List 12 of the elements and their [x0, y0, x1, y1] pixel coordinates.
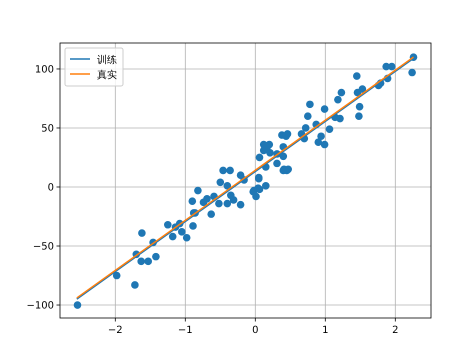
x-tick-label: −2	[108, 325, 123, 336]
x-tick-label: 1	[322, 325, 328, 336]
y-tick-label: −100	[26, 300, 54, 312]
y-tick-label: 50	[41, 123, 54, 134]
y-tick-label: −50	[32, 242, 54, 253]
x-tick-label: 0	[252, 325, 258, 336]
x-tick-label: −1	[178, 325, 193, 336]
y-tick-label: 100	[34, 64, 54, 76]
x-tick-label: 2	[392, 325, 398, 336]
legend-label: 真实	[97, 69, 117, 81]
y-tick-label: 0	[48, 182, 54, 194]
legend-label: 训练	[97, 54, 117, 66]
